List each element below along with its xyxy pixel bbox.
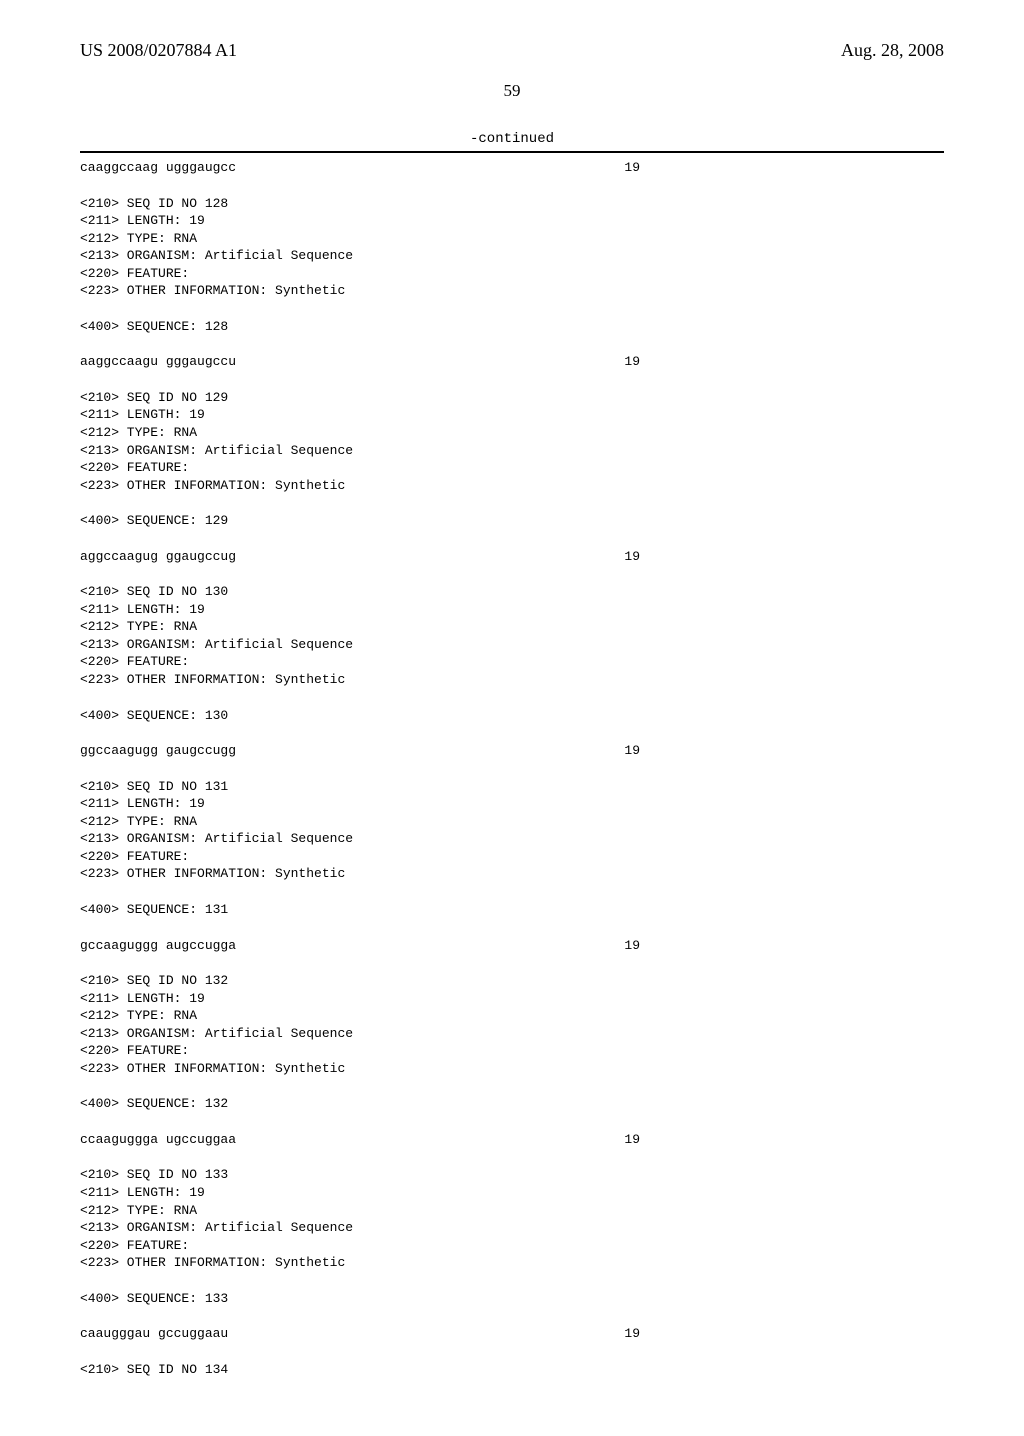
publication-number: US 2008/0207884 A1 xyxy=(80,40,237,61)
meta-line: <220> FEATURE: xyxy=(80,265,944,283)
meta-line: <220> FEATURE: xyxy=(80,653,944,671)
continued-label: -continued xyxy=(80,131,944,147)
meta-line: <213> ORGANISM: Artificial Sequence xyxy=(80,1219,944,1237)
single-line-text: <400> SEQUENCE: 132 xyxy=(80,1095,944,1113)
sequence-text: aggccaagug ggaugccug xyxy=(80,548,236,566)
sequence-row: caaugggau gccuggaau 19 xyxy=(80,1325,640,1343)
sequence-single-line: <400> SEQUENCE: 133 xyxy=(80,1290,944,1308)
meta-line: <223> OTHER INFORMATION: Synthetic xyxy=(80,671,944,689)
meta-line: <211> LENGTH: 19 xyxy=(80,601,944,619)
single-line-text: <400> SEQUENCE: 128 xyxy=(80,318,944,336)
single-line-text: <400> SEQUENCE: 130 xyxy=(80,707,944,725)
meta-line: <212> TYPE: RNA xyxy=(80,230,944,248)
sequence-length: 19 xyxy=(624,1325,640,1343)
sequence-length: 19 xyxy=(624,548,640,566)
sequence-meta-block: <210> SEQ ID NO 133<211> LENGTH: 19<212>… xyxy=(80,1166,944,1271)
meta-line: <223> OTHER INFORMATION: Synthetic xyxy=(80,1060,944,1078)
meta-line: <210> SEQ ID NO 129 xyxy=(80,389,944,407)
sequence-row: ccaaguggga ugccuggaa 19 xyxy=(80,1131,640,1149)
sequence-text: gccaaguggg augccugga xyxy=(80,937,236,955)
meta-line: <223> OTHER INFORMATION: Synthetic xyxy=(80,1254,944,1272)
sequence-single-line: <400> SEQUENCE: 129 xyxy=(80,512,944,530)
page-number: 59 xyxy=(80,81,944,101)
meta-line: <223> OTHER INFORMATION: Synthetic xyxy=(80,477,944,495)
meta-line: <213> ORGANISM: Artificial Sequence xyxy=(80,247,944,265)
meta-line: <220> FEATURE: xyxy=(80,1042,944,1060)
single-line-text: <210> SEQ ID NO 134 xyxy=(80,1361,944,1379)
meta-line: <213> ORGANISM: Artificial Sequence xyxy=(80,442,944,460)
meta-line: <220> FEATURE: xyxy=(80,459,944,477)
meta-line: <213> ORGANISM: Artificial Sequence xyxy=(80,1025,944,1043)
meta-line: <223> OTHER INFORMATION: Synthetic xyxy=(80,282,944,300)
sequence-meta-block: <210> SEQ ID NO 129<211> LENGTH: 19<212>… xyxy=(80,389,944,494)
meta-line: <210> SEQ ID NO 133 xyxy=(80,1166,944,1184)
sequence-meta-block: <210> SEQ ID NO 130<211> LENGTH: 19<212>… xyxy=(80,583,944,688)
meta-line: <210> SEQ ID NO 131 xyxy=(80,778,944,796)
sequence-single-line: <400> SEQUENCE: 131 xyxy=(80,901,944,919)
sequence-listing: caaggccaag ugggaugcc 19 <210> SEQ ID NO 12… xyxy=(80,159,944,1378)
meta-line: <212> TYPE: RNA xyxy=(80,1202,944,1220)
sequence-text: aaggccaagu gggaugccu xyxy=(80,353,236,371)
sequence-text: ggccaagugg gaugccugg xyxy=(80,742,236,760)
sequence-row: aaggccaagu gggaugccu 19 xyxy=(80,353,640,371)
meta-line: <211> LENGTH: 19 xyxy=(80,1184,944,1202)
meta-line: <211> LENGTH: 19 xyxy=(80,795,944,813)
meta-line: <211> LENGTH: 19 xyxy=(80,406,944,424)
sequence-length: 19 xyxy=(624,159,640,177)
sequence-single-line: <400> SEQUENCE: 128 xyxy=(80,318,944,336)
single-line-text: <400> SEQUENCE: 131 xyxy=(80,901,944,919)
sequence-length: 19 xyxy=(624,937,640,955)
sequence-length: 19 xyxy=(624,1131,640,1149)
meta-line: <210> SEQ ID NO 132 xyxy=(80,972,944,990)
page-header: US 2008/0207884 A1 Aug. 28, 2008 xyxy=(80,40,944,61)
publication-date: Aug. 28, 2008 xyxy=(841,40,944,61)
divider-top xyxy=(80,151,944,153)
meta-line: <213> ORGANISM: Artificial Sequence xyxy=(80,830,944,848)
meta-line: <211> LENGTH: 19 xyxy=(80,212,944,230)
sequence-row: gccaaguggg augccugga 19 xyxy=(80,937,640,955)
sequence-meta-block: <210> SEQ ID NO 128<211> LENGTH: 19<212>… xyxy=(80,195,944,300)
meta-line: <212> TYPE: RNA xyxy=(80,424,944,442)
sequence-text: ccaaguggga ugccuggaa xyxy=(80,1131,236,1149)
sequence-text: caaggccaag ugggaugcc xyxy=(80,159,236,177)
meta-line: <212> TYPE: RNA xyxy=(80,813,944,831)
meta-line: <213> ORGANISM: Artificial Sequence xyxy=(80,636,944,654)
sequence-length: 19 xyxy=(624,353,640,371)
meta-line: <212> TYPE: RNA xyxy=(80,618,944,636)
sequence-text: caaugggau gccuggaau xyxy=(80,1325,228,1343)
sequence-length: 19 xyxy=(624,742,640,760)
sequence-row: aggccaagug ggaugccug 19 xyxy=(80,548,640,566)
meta-line: <210> SEQ ID NO 128 xyxy=(80,195,944,213)
sequence-meta-block: <210> SEQ ID NO 132<211> LENGTH: 19<212>… xyxy=(80,972,944,1077)
sequence-single-line: <210> SEQ ID NO 134 xyxy=(80,1361,944,1379)
meta-line: <212> TYPE: RNA xyxy=(80,1007,944,1025)
meta-line: <220> FEATURE: xyxy=(80,1237,944,1255)
sequence-row: ggccaagugg gaugccugg 19 xyxy=(80,742,640,760)
sequence-single-line: <400> SEQUENCE: 132 xyxy=(80,1095,944,1113)
single-line-text: <400> SEQUENCE: 129 xyxy=(80,512,944,530)
meta-line: <211> LENGTH: 19 xyxy=(80,990,944,1008)
meta-line: <210> SEQ ID NO 130 xyxy=(80,583,944,601)
sequence-row: caaggccaag ugggaugcc 19 xyxy=(80,159,640,177)
sequence-meta-block: <210> SEQ ID NO 131<211> LENGTH: 19<212>… xyxy=(80,778,944,883)
sequence-single-line: <400> SEQUENCE: 130 xyxy=(80,707,944,725)
meta-line: <220> FEATURE: xyxy=(80,848,944,866)
meta-line: <223> OTHER INFORMATION: Synthetic xyxy=(80,865,944,883)
single-line-text: <400> SEQUENCE: 133 xyxy=(80,1290,944,1308)
